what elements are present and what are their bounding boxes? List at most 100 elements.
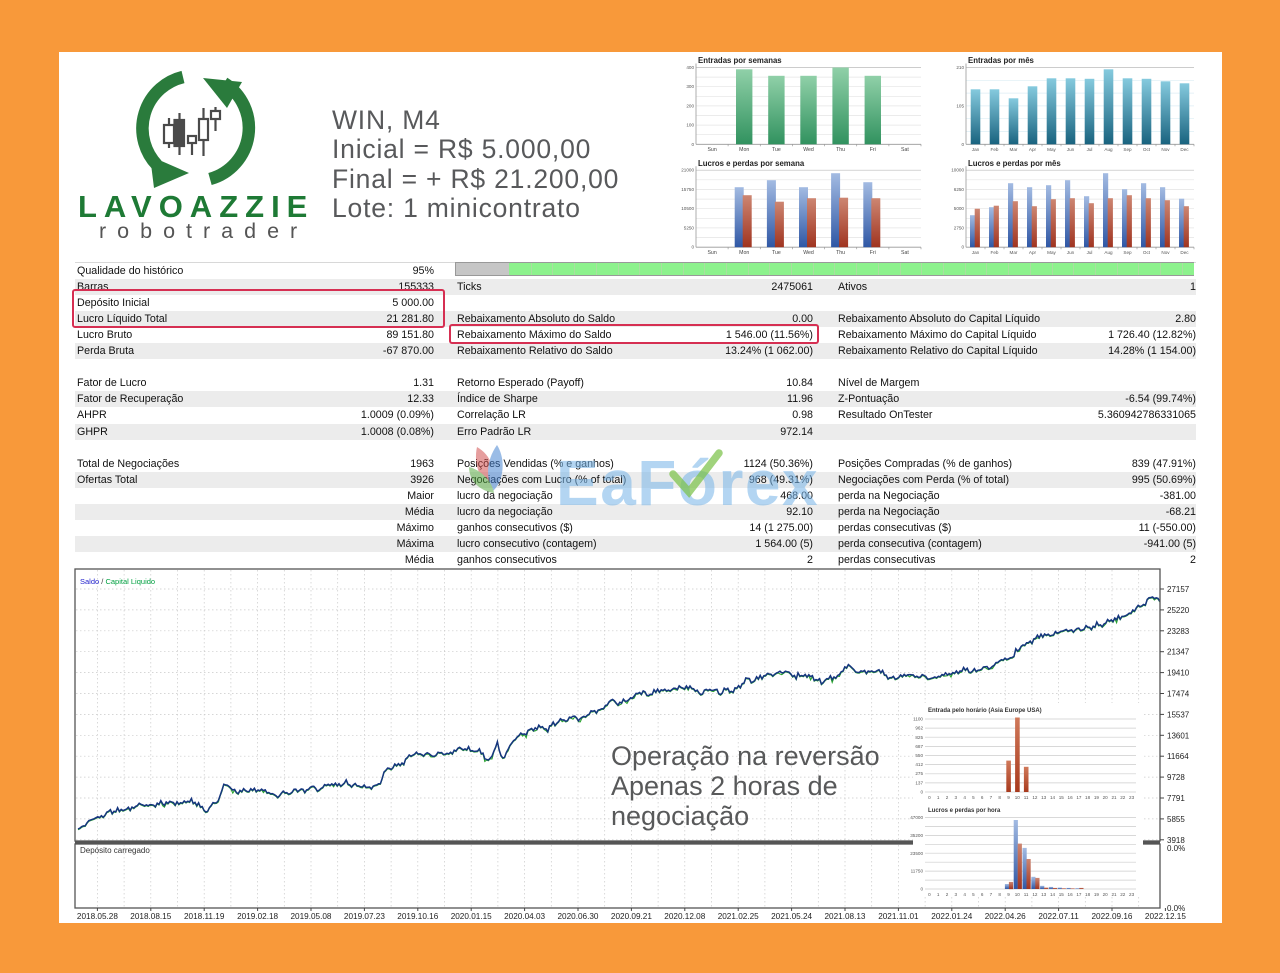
svg-text:13: 13 — [1041, 795, 1047, 800]
svg-text:Wed: Wed — [803, 147, 814, 153]
svg-text:20: 20 — [1103, 795, 1109, 800]
svg-text:200: 200 — [686, 103, 694, 108]
svg-text:2021.05.24: 2021.05.24 — [771, 912, 812, 921]
svg-text:19: 19 — [1094, 795, 1100, 800]
svg-text:9728: 9728 — [1167, 773, 1185, 782]
svg-text:23: 23 — [1129, 795, 1135, 800]
svg-text:Entradas por mês: Entradas por mês — [968, 56, 1035, 65]
svg-text:7791: 7791 — [1167, 794, 1185, 803]
svg-text:825: 825 — [915, 735, 923, 740]
svg-text:105: 105 — [956, 103, 964, 108]
svg-text:0: 0 — [691, 142, 694, 147]
svg-text:Aug: Aug — [1104, 147, 1113, 152]
svg-text:17: 17 — [1076, 795, 1082, 800]
svg-text:2022.07.11: 2022.07.11 — [1038, 912, 1079, 921]
svg-text:21: 21 — [1111, 795, 1117, 800]
svg-text:11: 11 — [1024, 892, 1029, 897]
svg-text:11750: 11750 — [911, 869, 924, 874]
svg-text:0: 0 — [691, 245, 694, 250]
svg-text:2019.07.23: 2019.07.23 — [344, 912, 385, 921]
svg-text:10500: 10500 — [681, 206, 694, 211]
svg-text:27157: 27157 — [1167, 585, 1190, 594]
svg-text:2022.01.24: 2022.01.24 — [931, 912, 972, 921]
svg-text:May: May — [1047, 147, 1056, 152]
svg-text:1: 1 — [937, 795, 940, 800]
svg-text:5250: 5250 — [684, 225, 695, 230]
svg-text:2018.11.19: 2018.11.19 — [184, 912, 225, 921]
svg-text:10: 10 — [1015, 892, 1021, 897]
svg-text:Sep: Sep — [1123, 250, 1132, 255]
svg-text:Apr: Apr — [1029, 147, 1037, 152]
svg-text:0.0%: 0.0% — [1167, 844, 1185, 853]
svg-text:Tue: Tue — [772, 250, 781, 256]
svg-text:Apr: Apr — [1029, 250, 1037, 255]
svg-text:6: 6 — [981, 892, 984, 897]
svg-text:12: 12 — [1032, 795, 1038, 800]
svg-text:Jan: Jan — [972, 250, 980, 255]
svg-text:Sat: Sat — [901, 250, 909, 256]
svg-text:0: 0 — [961, 142, 964, 147]
svg-text:18: 18 — [1085, 795, 1091, 800]
svg-text:Jul: Jul — [1087, 147, 1093, 152]
svg-text:21000: 21000 — [681, 168, 694, 173]
svg-text:15537: 15537 — [1167, 710, 1190, 719]
svg-text:47000: 47000 — [910, 815, 923, 820]
svg-text:11: 11 — [1024, 795, 1029, 800]
svg-text:100: 100 — [686, 123, 694, 128]
svg-text:Feb: Feb — [991, 147, 999, 152]
svg-text:0.0%: 0.0% — [1167, 904, 1185, 913]
svg-text:Tue: Tue — [772, 147, 781, 153]
svg-text:23: 23 — [1129, 892, 1135, 897]
svg-text:Fri: Fri — [870, 250, 876, 256]
svg-text:6: 6 — [981, 795, 984, 800]
svg-text:20: 20 — [1103, 892, 1109, 897]
svg-text:2018.08.15: 2018.08.15 — [130, 912, 171, 921]
svg-text:5855: 5855 — [1167, 815, 1185, 824]
svg-text:Nov: Nov — [1161, 250, 1170, 255]
svg-text:10000: 10000 — [951, 168, 964, 173]
svg-text:2: 2 — [946, 795, 949, 800]
svg-text:16: 16 — [1068, 892, 1074, 897]
svg-text:16: 16 — [1068, 795, 1074, 800]
svg-text:Nov: Nov — [1161, 147, 1170, 152]
svg-text:Lucros e perdas por mês: Lucros e perdas por mês — [968, 159, 1061, 168]
svg-text:Mon: Mon — [739, 147, 749, 153]
svg-text:22: 22 — [1120, 892, 1126, 897]
svg-text:Mar: Mar — [1010, 250, 1018, 255]
svg-text:2020.04.03: 2020.04.03 — [504, 912, 545, 921]
svg-text:Thu: Thu — [836, 250, 845, 256]
svg-text:14: 14 — [1050, 892, 1056, 897]
svg-text:Feb: Feb — [991, 250, 999, 255]
svg-text:May: May — [1047, 250, 1056, 255]
svg-text:15750: 15750 — [681, 187, 694, 192]
svg-text:8: 8 — [998, 795, 1001, 800]
svg-text:0: 0 — [920, 790, 923, 795]
svg-text:Thu: Thu — [836, 147, 845, 153]
svg-text:210: 210 — [956, 65, 964, 70]
svg-text:12: 12 — [1032, 892, 1038, 897]
svg-text:2019.05.08: 2019.05.08 — [291, 912, 332, 921]
svg-text:4: 4 — [963, 795, 966, 800]
svg-text:14: 14 — [1050, 795, 1056, 800]
svg-text:3: 3 — [955, 795, 958, 800]
svg-text:2019.02.18: 2019.02.18 — [237, 912, 278, 921]
svg-text:11664: 11664 — [1167, 752, 1189, 761]
svg-text:2022.12.15: 2022.12.15 — [1145, 912, 1186, 921]
svg-text:Jan: Jan — [972, 147, 980, 152]
svg-text:2020.01.15: 2020.01.15 — [451, 912, 492, 921]
svg-text:2018.05.28: 2018.05.28 — [77, 912, 118, 921]
svg-text:21: 21 — [1111, 892, 1117, 897]
svg-text:5: 5 — [972, 795, 975, 800]
svg-text:300: 300 — [686, 84, 694, 89]
svg-text:23283: 23283 — [1167, 627, 1190, 636]
svg-text:6250: 6250 — [954, 187, 965, 192]
svg-text:Oct: Oct — [1143, 250, 1151, 255]
svg-text:400: 400 — [686, 65, 694, 70]
svg-text:18: 18 — [1085, 892, 1091, 897]
svg-text:5000: 5000 — [954, 206, 965, 211]
svg-text:21347: 21347 — [1167, 648, 1190, 657]
svg-text:2020.12.08: 2020.12.08 — [664, 912, 705, 921]
svg-text:0: 0 — [920, 887, 923, 892]
svg-text:25220: 25220 — [1167, 606, 1190, 615]
svg-text:2750: 2750 — [954, 225, 965, 230]
